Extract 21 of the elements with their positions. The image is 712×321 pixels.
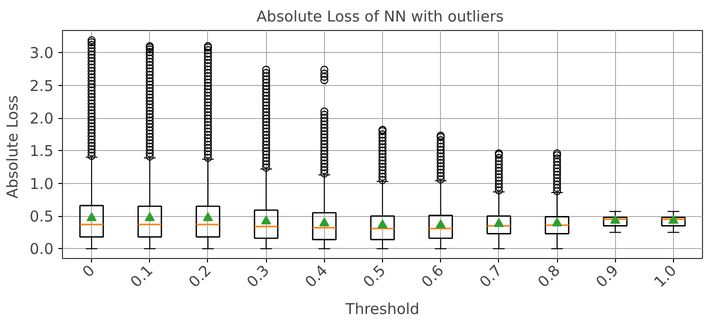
y-tick-label: 0.5	[30, 208, 54, 226]
y-tick-label: 2.0	[30, 110, 54, 128]
x-tick-label: 0.6	[418, 261, 448, 292]
x-tick-label: 0.1	[126, 261, 156, 292]
y-tick-label: 1.0	[30, 174, 54, 193]
x-tick-label: 0.5	[360, 261, 390, 292]
x-tick-label: 0.7	[476, 261, 506, 292]
chart-title: Absolute Loss of NN with outliers	[256, 8, 504, 26]
x-axis-title: Threshold	[344, 300, 420, 318]
y-tick-label: 3.0	[30, 44, 54, 62]
x-tick-label: 0.4	[301, 261, 332, 292]
y-tick-label: 0.0	[30, 240, 54, 258]
x-tick-label: 0.3	[243, 261, 273, 292]
y-tick-label: 2.5	[30, 76, 54, 95]
x-tick-label: 0.2	[185, 261, 215, 292]
y-tick-label: 1.5	[30, 142, 54, 160]
y-axis-title: Absolute Loss	[4, 95, 22, 198]
x-tick-label: 0.8	[534, 261, 564, 292]
x-tick-label: 0	[78, 261, 98, 281]
x-tick-label: 1.0	[650, 261, 680, 292]
x-tick-label: 0.9	[592, 261, 622, 292]
